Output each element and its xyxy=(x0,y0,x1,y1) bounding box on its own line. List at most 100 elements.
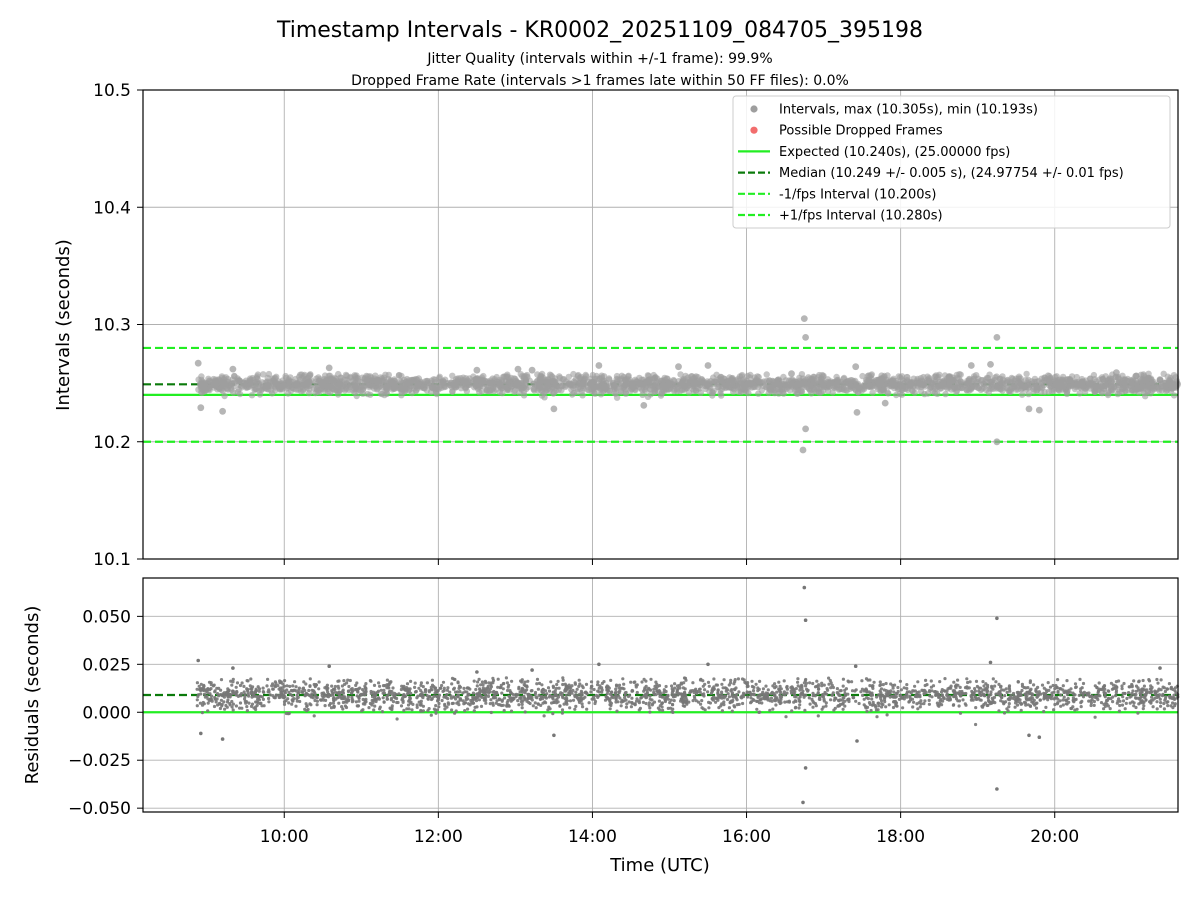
data-point xyxy=(894,695,898,699)
data-point xyxy=(1159,704,1163,708)
data-point xyxy=(472,709,476,713)
data-point xyxy=(635,697,639,701)
data-point xyxy=(815,385,822,392)
data-point xyxy=(841,677,846,681)
legend-entry: Intervals, max (10.305s), min (10.193s) xyxy=(750,103,1038,118)
data-point xyxy=(1038,698,1042,702)
data-point xyxy=(358,686,362,690)
data-point xyxy=(540,690,544,694)
data-point xyxy=(622,682,626,686)
data-point xyxy=(875,695,879,699)
data-point xyxy=(585,692,589,696)
intervals-y-ticks: 10.110.210.310.410.5 xyxy=(93,81,143,570)
data-point xyxy=(1107,383,1115,390)
data-point xyxy=(1061,703,1065,707)
data-point xyxy=(520,392,528,399)
data-point xyxy=(633,703,637,707)
data-point xyxy=(673,686,677,690)
data-point xyxy=(445,693,449,697)
data-point xyxy=(456,680,460,684)
data-point xyxy=(697,389,704,396)
data-point xyxy=(590,389,598,396)
chart-subtitle-jitter: Jitter Quality (intervals within +/-1 fr… xyxy=(426,51,772,67)
data-point xyxy=(812,379,819,386)
data-point xyxy=(1095,685,1099,690)
data-point xyxy=(307,688,311,693)
data-point xyxy=(721,695,725,699)
data-point xyxy=(284,711,288,716)
data-point xyxy=(992,374,999,381)
data-point xyxy=(331,381,338,388)
data-point xyxy=(1076,390,1083,397)
data-point xyxy=(331,701,335,705)
data-point xyxy=(1166,700,1170,704)
outlier-point xyxy=(799,446,807,454)
data-point xyxy=(531,704,535,708)
data-point xyxy=(525,688,529,692)
data-point xyxy=(560,711,565,715)
data-point xyxy=(228,703,232,707)
data-point xyxy=(362,692,366,696)
data-point xyxy=(647,703,651,707)
data-point xyxy=(909,691,913,695)
data-point xyxy=(662,690,666,695)
data-point xyxy=(660,386,667,394)
data-point xyxy=(911,705,915,709)
data-point xyxy=(797,706,801,710)
data-point xyxy=(593,384,600,391)
data-point xyxy=(938,680,942,684)
data-point xyxy=(1124,701,1128,706)
data-point xyxy=(488,702,492,706)
data-point xyxy=(581,705,585,709)
data-point xyxy=(758,679,762,684)
data-point xyxy=(547,695,552,699)
data-point xyxy=(644,372,652,379)
legend-label: -1/fps Interval (10.200s) xyxy=(779,187,936,202)
data-point xyxy=(336,684,340,688)
data-point xyxy=(507,694,511,698)
data-point xyxy=(520,702,524,707)
data-point xyxy=(684,696,688,700)
data-point xyxy=(206,701,210,705)
data-point xyxy=(1043,695,1047,699)
data-point xyxy=(332,687,336,691)
data-point xyxy=(547,705,551,709)
data-point xyxy=(266,690,270,694)
data-point xyxy=(283,679,287,683)
data-point xyxy=(1098,374,1106,381)
data-point xyxy=(1102,382,1109,390)
data-point xyxy=(801,689,805,693)
data-point xyxy=(577,385,584,392)
data-point xyxy=(1067,700,1071,704)
data-point xyxy=(681,382,688,389)
data-point xyxy=(223,707,227,711)
data-point xyxy=(455,694,459,698)
data-point xyxy=(865,709,869,713)
outlier-point xyxy=(1113,369,1120,376)
data-point xyxy=(1145,688,1149,692)
outlier-point xyxy=(993,334,1001,341)
data-point xyxy=(726,688,730,692)
data-point xyxy=(639,381,646,389)
data-point xyxy=(670,684,674,688)
data-point xyxy=(369,383,376,390)
data-point xyxy=(843,693,848,698)
data-point xyxy=(503,696,507,700)
data-point xyxy=(1159,678,1163,682)
data-point xyxy=(559,691,563,695)
data-point xyxy=(773,682,777,686)
data-point xyxy=(465,378,473,385)
data-point xyxy=(717,706,721,710)
data-point xyxy=(574,704,578,709)
data-point xyxy=(766,377,773,384)
data-point xyxy=(859,690,863,694)
data-point xyxy=(824,701,828,705)
data-point xyxy=(481,686,485,690)
data-point xyxy=(450,676,455,681)
data-point xyxy=(862,697,866,701)
data-point xyxy=(965,685,969,689)
data-point xyxy=(352,376,359,383)
data-point xyxy=(199,682,203,686)
data-point xyxy=(277,687,281,691)
data-point xyxy=(1055,379,1063,387)
